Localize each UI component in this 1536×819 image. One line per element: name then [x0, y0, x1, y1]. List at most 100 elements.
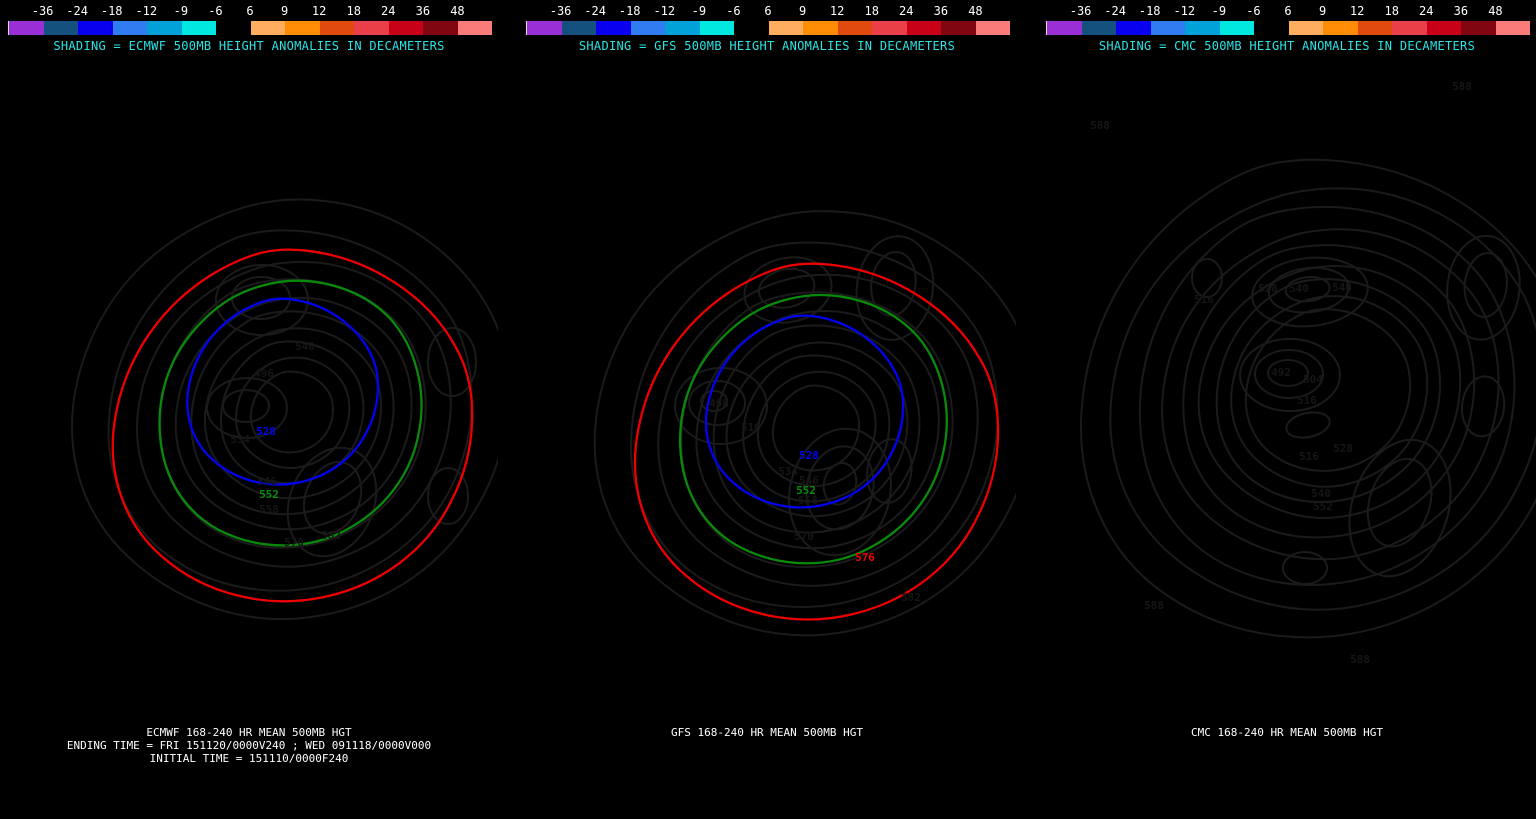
colorbar-swatch [147, 21, 182, 35]
colorbar-swatch [527, 21, 562, 35]
caption-line: GFS 168-240 HR MEAN 500MB HGT [670, 726, 864, 739]
colorbar-tick-label: -6 [726, 4, 741, 18]
colorbar-tick-label: -12 [1173, 4, 1196, 18]
colorbar-swatch [388, 21, 423, 35]
contour-label: 558 [259, 503, 279, 516]
colorbar-tick-label: -24 [1104, 4, 1126, 18]
contour-label: 582 [321, 529, 341, 542]
caption-gfs: GFS 168-240 HR MEAN 500MB HGT [518, 726, 1016, 739]
contour-label: 496 [254, 367, 274, 380]
colorbar-swatch [1495, 21, 1530, 35]
colorbar-tick-label: 18 [1384, 4, 1399, 18]
colorbar-zone: -36 -24 -18 -12 -9 -6 6 9 12 18 24 36 48 SHADING = E… [0, 0, 498, 60]
contour-label: 504 [1303, 373, 1323, 386]
colorbar-swatch [906, 21, 941, 35]
colorbar-swatch [181, 21, 216, 35]
contour-label: 588 [1452, 80, 1472, 93]
colorbar-swatch [941, 21, 976, 35]
shading-label: SHADING = GFS 500MB HEIGHT ANOMALIES IN … [578, 39, 956, 53]
colorbar-tick-label: 6 [1284, 4, 1292, 18]
contour-label: 528 [256, 425, 276, 438]
contour-label: 546 [799, 474, 819, 487]
colorbar-swatch [665, 21, 700, 35]
panel-cmc: -36 -24 -18 -12 -9 -6 6 9 12 18 24 36 48 SHADING = C… [614, 0, 1536, 819]
colorbar-swatch [975, 21, 1010, 35]
contour-label: 546 [257, 475, 277, 488]
colorbar-swatch [354, 21, 389, 35]
colorbar-tick-label: -36 [549, 4, 572, 18]
colorbar-swatch [837, 21, 872, 35]
colorbar-ticks: -36 -24 -18 -12 -9 -6 6 9 12 18 24 36 48 [1046, 3, 1530, 19]
colorbar-swatch [1081, 21, 1116, 35]
colorbar-swatch [1219, 21, 1254, 35]
colorbar-tick-label: 48 [1488, 4, 1503, 18]
colorbar-zone: -36 -24 -18 -12 -9 -6 6 9 12 18 24 36 48 SHADING = G… [518, 0, 1016, 60]
colorbar-swatch [1254, 21, 1289, 35]
colorbar-swatch [1461, 21, 1496, 35]
colorbar-swatch [1047, 21, 1082, 35]
colorbar-ticks: -36 -24 -18 -12 -9 -6 6 9 12 18 24 36 48 [526, 3, 1010, 19]
colorbar-tick-label: 24 [899, 4, 914, 18]
colorbar-swatch [112, 21, 147, 35]
colorbar-swatch [457, 21, 492, 35]
colorbar [8, 21, 492, 35]
colorbar-tick-label: -36 [1069, 4, 1092, 18]
colorbar-swatch [872, 21, 907, 35]
colorbar-swatch [699, 21, 734, 35]
colorbar-swatch [768, 21, 803, 35]
colorbar-tick-label: 24 [1419, 4, 1434, 18]
map-gfs: 498 510 528 534 546 552 558 570 576 582 [94, 0, 1494, 819]
colorbar-swatch [423, 21, 458, 35]
caption-line: CMC 168-240 HR MEAN 500MB HGT [1190, 726, 1384, 739]
contour-label: 588 [1144, 599, 1164, 612]
colorbar-tick-label: -24 [66, 4, 88, 18]
colorbar-tick-label: 48 [968, 4, 983, 18]
colorbar-tick-label: 48 [450, 4, 465, 18]
colorbar-swatch [216, 21, 251, 35]
contour-label: 552 [796, 484, 816, 497]
height-contours [559, 169, 1016, 678]
colorbar-swatch [9, 21, 44, 35]
colorbar-tick-label: -6 [208, 4, 223, 18]
colorbar-tick-label: 24 [381, 4, 396, 18]
contour-label: 558 [798, 494, 818, 507]
colorbar-tick-label: -9 [691, 4, 707, 18]
graticule [94, 0, 1494, 819]
shading-label: SHADING = ECMWF 500MB HEIGHT ANOMALIES I… [53, 39, 445, 53]
colorbar-swatch [1150, 21, 1185, 35]
colorbar-tick-label: -6 [1246, 4, 1261, 18]
colorbar [1046, 21, 1530, 35]
colorbar-swatch [78, 21, 113, 35]
contour-label: 552 [1313, 500, 1333, 513]
contour-label: 534 [778, 465, 798, 478]
contour-label: 570 [284, 536, 304, 549]
contour-label: 540 [1332, 281, 1352, 294]
colorbar-swatch [1116, 21, 1151, 35]
contour-label: 588 [1350, 653, 1370, 666]
colorbar-swatch [1323, 21, 1358, 35]
colorbar-tick-label: 6 [246, 4, 254, 18]
colorbar-tick-label: -12 [653, 4, 676, 18]
caption-ecmwf: ECMWF 168-240 HR MEAN 500MB HGT ENDING TI… [0, 726, 498, 765]
contour-label: 516 [1297, 394, 1317, 407]
contour-label: 528 [799, 449, 819, 462]
map-cmc: 588 588 516 528 540 540 492 504 516 516 528 540 552 5… [614, 0, 1536, 819]
colorbar-tick-label: 12 [829, 4, 845, 18]
contour-label: 516 [1299, 450, 1319, 463]
colorbar-swatch [630, 21, 665, 35]
contour-label: 576 [855, 551, 875, 564]
caption-line: ENDING TIME = FRI 151120/0000V240 ; WED … [66, 739, 432, 752]
contour-label: 516 [1194, 293, 1214, 306]
contour-label: 570 [794, 530, 814, 543]
contour-label: 588 [1090, 119, 1110, 132]
colorbar-tick-label: -18 [618, 4, 641, 18]
contour-label: 498 [709, 397, 729, 410]
colorbar-tick-label: 9 [280, 4, 289, 18]
contour-label: 540 [295, 340, 315, 353]
colorbar-zone: -36 -24 -18 -12 -9 -6 6 9 12 18 24 36 48 SHADING = C… [1038, 0, 1536, 60]
